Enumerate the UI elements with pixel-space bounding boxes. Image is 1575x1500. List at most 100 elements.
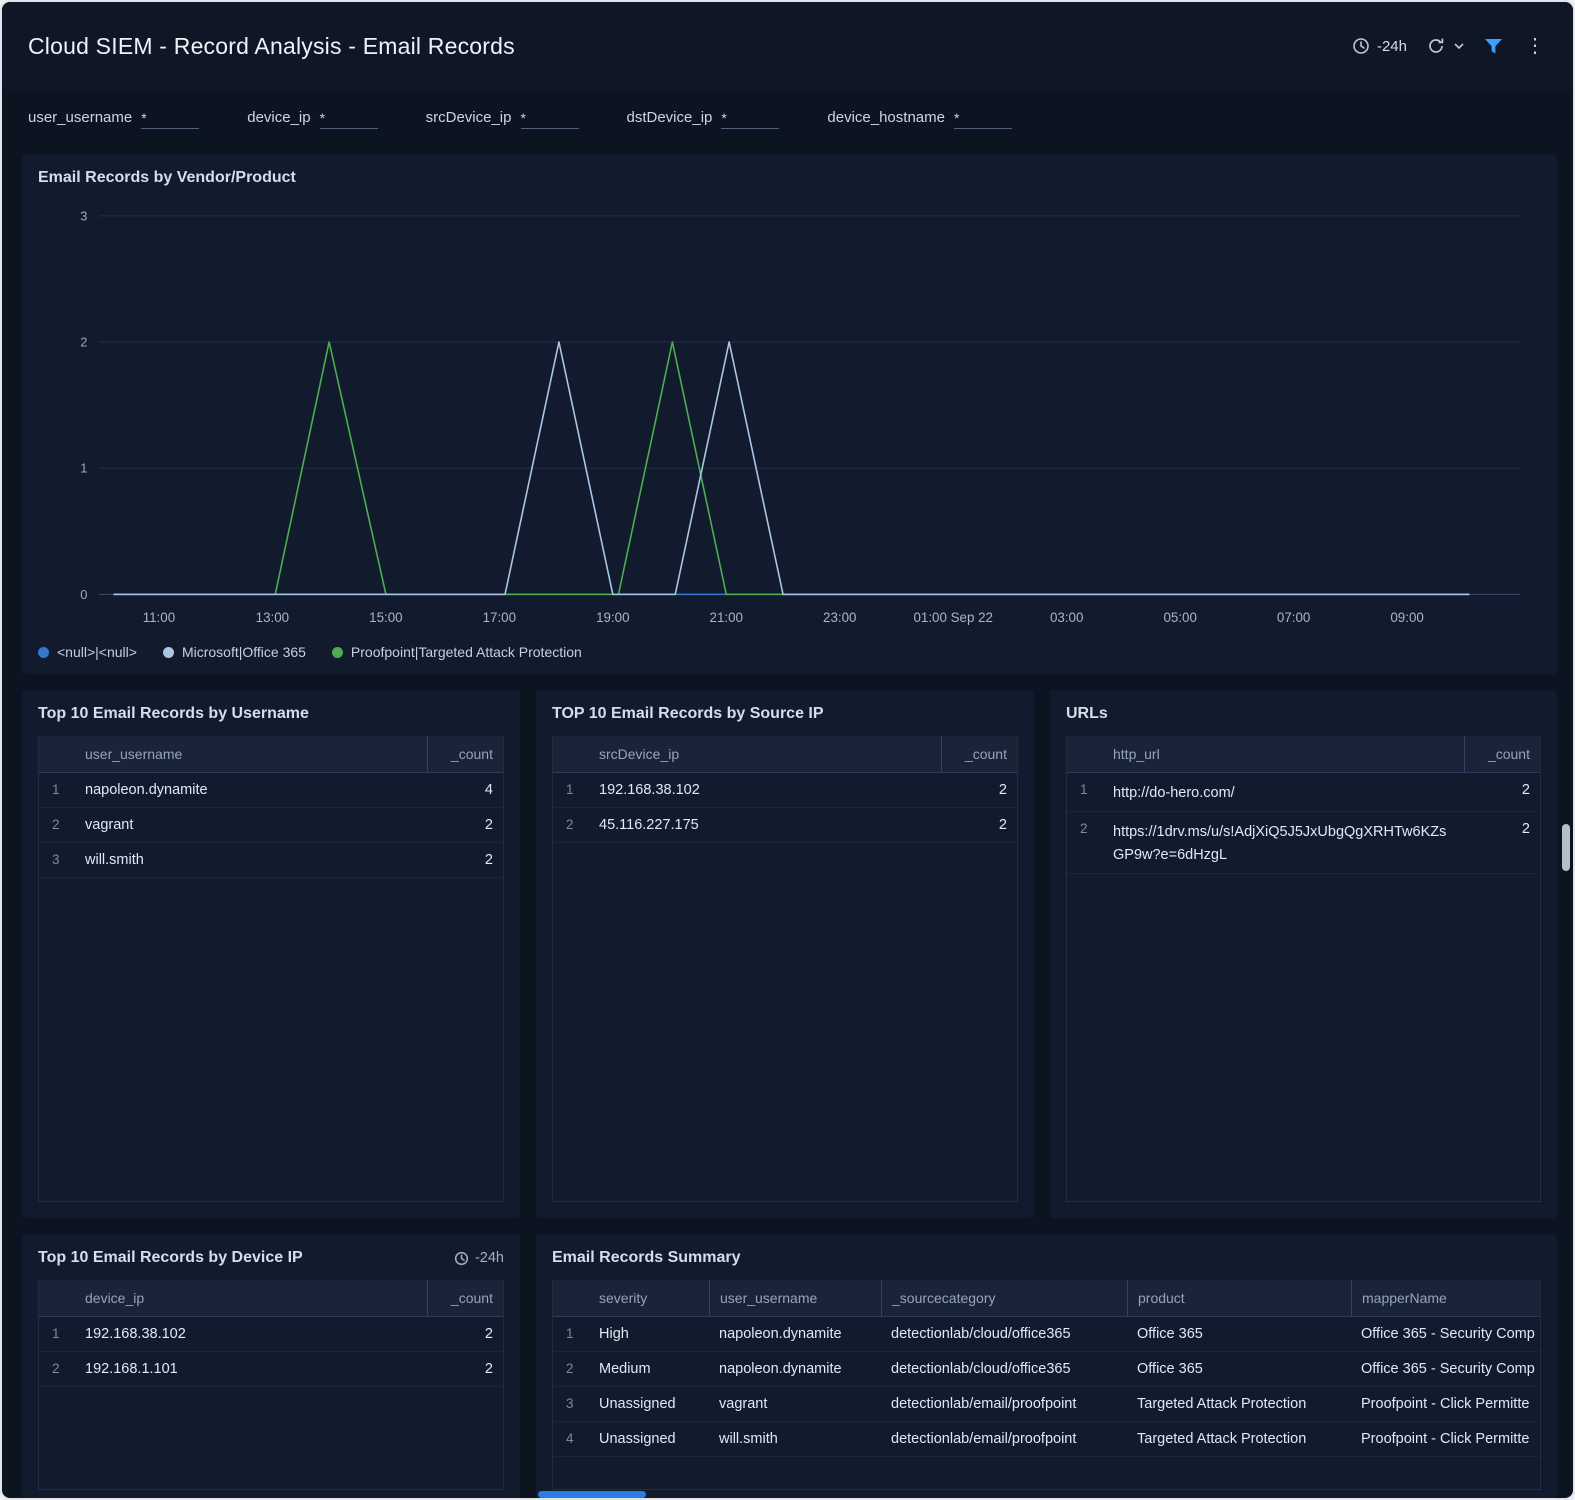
table-header-row: user_username _count (39, 736, 503, 773)
filter-button[interactable] (1484, 38, 1503, 55)
panel-top10-source-ip: TOP 10 Email Records by Source IP srcDev… (536, 690, 1034, 1218)
table-header-row: device_ip _count (39, 1280, 503, 1317)
svg-text:07:00: 07:00 (1277, 610, 1310, 625)
table-cell: vagrant (719, 1396, 768, 1412)
table-cell: 192.168.38.102 (599, 782, 700, 798)
refresh-icon (1427, 37, 1445, 55)
clock-icon (1352, 37, 1370, 55)
legend-label: Microsoft|Office 365 (181, 644, 306, 660)
table-cell: 192.168.1.101 (85, 1361, 178, 1377)
table-row[interactable]: 4 Unassigned will.smith detectionlab/email/… (553, 1422, 1540, 1457)
table-row[interactable]: 2 Medium napoleon.dynamite detectionlab/clo… (553, 1352, 1540, 1387)
table-header-row: severity user_username _sourcecategory prod… (553, 1280, 1540, 1317)
row-number: 2 (566, 817, 574, 832)
panel-top10-device-ip: Top 10 Email Records by Device IP -24h d… (22, 1234, 520, 1498)
more-menu-button[interactable]: ⋮ (1523, 36, 1547, 56)
legend-dot (331, 646, 343, 658)
table-cell: Office 365 - Security Comp (1361, 1326, 1535, 1342)
table-cell: detectionlab/email/proofpoint (891, 1431, 1077, 1447)
table-row[interactable]: 2 vagrant 2 (39, 808, 503, 843)
table-cell: 2 (484, 852, 493, 868)
row-number: 2 (52, 817, 60, 832)
table-cell: napoleon.dynamite (719, 1361, 842, 1377)
filter-srcDevice_ip: srcDevice_ip * (426, 109, 579, 129)
svg-text:11:00: 11:00 (143, 610, 175, 625)
svg-text:21:00: 21:00 (710, 610, 743, 625)
required-asterisk: * (953, 109, 960, 126)
kebab-menu-icon: ⋮ (1525, 35, 1545, 57)
page-title: Cloud SIEM - Record Analysis - Email Rec… (28, 32, 515, 59)
required-asterisk: * (520, 109, 526, 126)
column-header: srcDevice_ip (599, 746, 680, 762)
filter-input-device_ip[interactable] (325, 110, 378, 126)
panel-title: Email Records by Vendor/Product (38, 169, 296, 186)
time-range-control[interactable]: -24h (1352, 37, 1407, 55)
chart-legend: <null>|<null> Microsoft|Office 365 Proofpo… (38, 644, 1541, 660)
clock-icon (454, 1251, 469, 1266)
row-number: 3 (52, 852, 60, 867)
column-header: _count (1464, 736, 1540, 772)
row-number: 2 (566, 1361, 574, 1376)
panel-email-records-summary: Email Records Summary severity user_usern… (536, 1234, 1557, 1498)
filter-label: device_hostname (827, 109, 945, 126)
required-asterisk: * (141, 109, 147, 126)
time-range-label: -24h (1376, 37, 1407, 55)
table-cell: 2 (484, 1361, 493, 1377)
row-number: 1 (52, 782, 60, 797)
urls-table: http_url _count 1 http://do-hero.com/2 2 http… (1066, 736, 1541, 1202)
table-cell: http://do-hero.com/ (1113, 785, 1235, 801)
svg-text:2: 2 (80, 334, 87, 349)
legend-item[interactable]: <null>|<null> (38, 644, 137, 660)
table-cell: 2 (998, 782, 1007, 798)
table-row[interactable]: 2 192.168.1.101 2 (39, 1352, 503, 1387)
table-row[interactable]: 3 Unassigned vagrant detectionlab/email/pro… (553, 1387, 1540, 1422)
refresh-button[interactable] (1427, 37, 1464, 55)
filter-input-user_username[interactable] (146, 110, 200, 126)
panel-time-range[interactable]: -24h (454, 1250, 504, 1266)
filter-label: srcDevice_ip (425, 109, 512, 126)
row-number-header (1067, 736, 1103, 772)
table-row[interactable]: 1 High napoleon.dynamite detectionlab/cloud… (553, 1317, 1540, 1352)
summary-table: severity user_username _sourcecategory prod… (552, 1280, 1541, 1490)
row-number: 1 (52, 1326, 60, 1341)
legend-item[interactable]: Microsoft|Office 365 (162, 644, 306, 660)
table-cell: napoleon.dynamite (85, 782, 208, 798)
vertical-scrollbar-thumb[interactable] (1562, 824, 1570, 871)
table-row[interactable]: 3 will.smith 2 (39, 843, 503, 878)
table-cell: 45.116.227.175 (599, 817, 699, 833)
table-cell: Unassigned (599, 1431, 676, 1447)
table-row[interactable]: 2 https://1drv.ms/u/s!AdjXiQ5J5JxUbgQgXRH… (1067, 812, 1540, 875)
table-cell: vagrant (85, 817, 134, 833)
table-cell: 192.168.38.102 (85, 1326, 186, 1342)
table-cell: 2 (1521, 782, 1530, 798)
table-row[interactable]: 1 192.168.38.102 2 (39, 1317, 503, 1352)
row-number: 3 (566, 1396, 574, 1411)
table-row[interactable]: 1 napoleon.dynamite 4 (39, 773, 503, 808)
row-number: 1 (566, 782, 574, 797)
column-header: product (1127, 1280, 1351, 1316)
panel-email-records-by-vendor-product: Email Records by Vendor/Product 0 1 2 3 11:0… (22, 154, 1557, 674)
vendor-product-line-chart[interactable]: 0 1 2 3 11:00 13:00 15:00 17:00 19:00 21:00 23:00 0… (38, 200, 1541, 634)
table-row[interactable]: 2 45.116.227.175 2 (553, 808, 1017, 843)
filter-device_hostname: device_hostname * (827, 109, 1012, 129)
legend-item[interactable]: Proofpoint|Targeted Attack Protection (331, 644, 582, 660)
dashboard-header: Cloud SIEM - Record Analysis - Email Rec… (2, 2, 1573, 90)
table-cell: Targeted Attack Protection (1137, 1431, 1307, 1447)
svg-text:13:00: 13:00 (256, 610, 289, 625)
filter-input-device_hostname[interactable] (959, 110, 1012, 126)
column-header: user_username (85, 746, 183, 762)
table-cell: detectionlab/cloud/office365 (891, 1361, 1071, 1377)
table-row[interactable]: 1 http://do-hero.com/2 (1067, 773, 1540, 813)
filter-input-dstDevice_ip[interactable] (726, 110, 780, 126)
filter-device_ip: device_ip * (247, 109, 378, 129)
row-number-header (553, 736, 589, 772)
horizontal-scrollbar-thumb[interactable] (538, 1491, 646, 1498)
column-header: _count (427, 736, 503, 772)
panel-urls: URLs http_url _count 1 http://do-hero.com/2… (1050, 690, 1557, 1218)
table-row[interactable]: 1 192.168.38.102 2 (553, 773, 1017, 808)
row-number-header (39, 736, 75, 772)
column-header: http_url (1113, 746, 1160, 762)
panel-time-label: -24h (474, 1250, 504, 1266)
table-header-row: http_url _count (1067, 736, 1540, 773)
filter-input-srcDevice_ip[interactable] (525, 110, 579, 126)
